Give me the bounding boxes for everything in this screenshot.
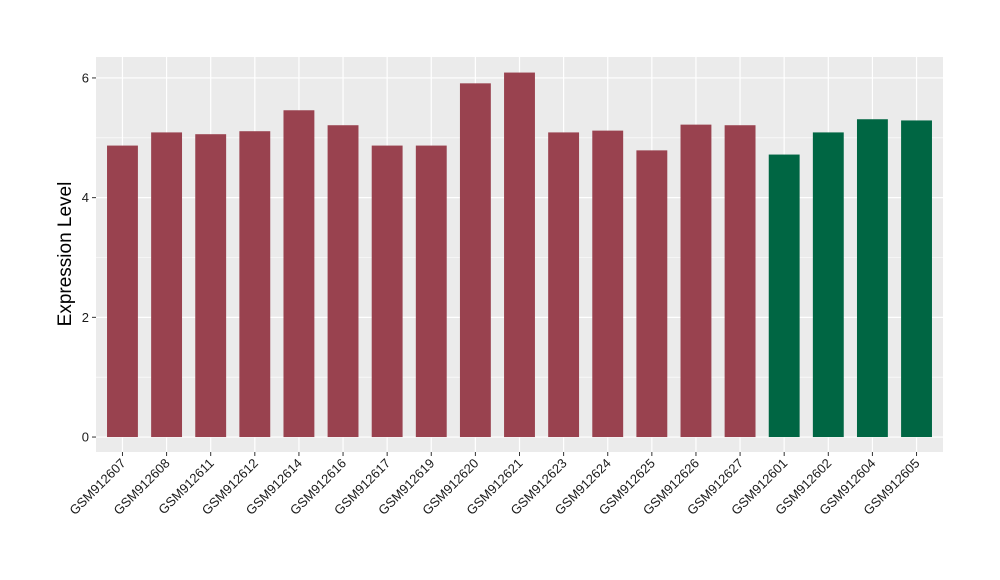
bar-GSM912608 xyxy=(151,132,183,438)
bar-GSM912626 xyxy=(680,124,712,438)
bar-GSM912614 xyxy=(283,110,315,438)
bar-GSM912619 xyxy=(415,145,447,438)
bar-GSM912624 xyxy=(592,130,624,438)
bar-GSM912617 xyxy=(371,145,403,438)
bar-GSM912612 xyxy=(239,131,271,438)
bars xyxy=(107,72,932,438)
y-tick-label: 2 xyxy=(82,310,89,325)
y-axis-title: Expression Level xyxy=(55,182,76,327)
y-axis: 0 2 4 6 xyxy=(82,70,96,445)
bar-GSM912607 xyxy=(107,145,138,438)
x-axis: GSM912607GSM912608GSM912611GSM912612GSM9… xyxy=(66,452,923,518)
y-tick-label: 4 xyxy=(82,190,89,205)
bar-GSM912601 xyxy=(768,154,800,438)
y-tick-label: 0 xyxy=(82,430,89,445)
bar-GSM912616 xyxy=(327,125,359,438)
bar-GSM912625 xyxy=(636,150,668,438)
bar-GSM912620 xyxy=(459,83,491,438)
bar-GSM912627 xyxy=(724,125,756,438)
bar-GSM912621 xyxy=(504,72,535,438)
bar-GSM912604 xyxy=(856,119,888,438)
bar-GSM912611 xyxy=(195,134,227,438)
y-tick-label: 6 xyxy=(82,70,89,85)
bar-GSM912602 xyxy=(812,132,844,438)
bar-GSM912623 xyxy=(548,132,580,438)
bar-GSM912605 xyxy=(901,120,932,438)
